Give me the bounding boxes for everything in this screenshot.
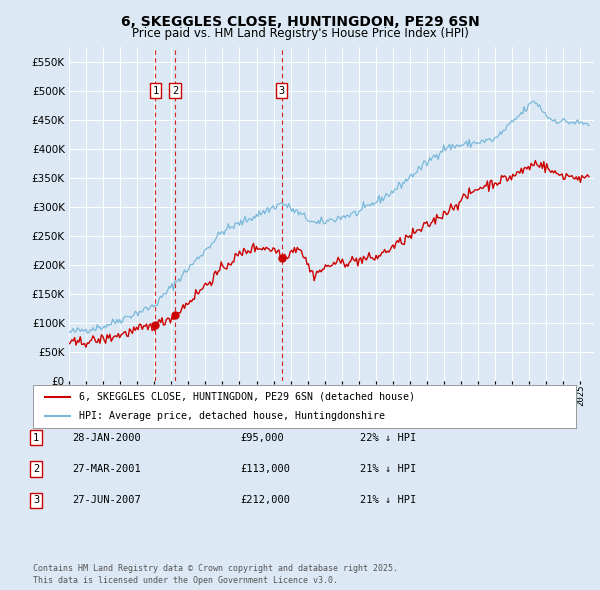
- Text: 6, SKEGGLES CLOSE, HUNTINGDON, PE29 6SN (detached house): 6, SKEGGLES CLOSE, HUNTINGDON, PE29 6SN …: [79, 392, 415, 402]
- Text: 22% ↓ HPI: 22% ↓ HPI: [360, 433, 416, 442]
- Text: 1: 1: [33, 433, 39, 442]
- Text: Contains HM Land Registry data © Crown copyright and database right 2025.
This d: Contains HM Land Registry data © Crown c…: [33, 565, 398, 585]
- Text: 1: 1: [152, 86, 158, 96]
- Text: 27-MAR-2001: 27-MAR-2001: [72, 464, 141, 474]
- Text: 21% ↓ HPI: 21% ↓ HPI: [360, 464, 416, 474]
- Text: 2: 2: [33, 464, 39, 474]
- Text: 3: 3: [33, 496, 39, 505]
- Text: 27-JUN-2007: 27-JUN-2007: [72, 496, 141, 505]
- Text: £95,000: £95,000: [240, 433, 284, 442]
- Text: 2: 2: [172, 86, 178, 96]
- Text: HPI: Average price, detached house, Huntingdonshire: HPI: Average price, detached house, Hunt…: [79, 411, 385, 421]
- Text: 21% ↓ HPI: 21% ↓ HPI: [360, 496, 416, 505]
- Text: 6, SKEGGLES CLOSE, HUNTINGDON, PE29 6SN: 6, SKEGGLES CLOSE, HUNTINGDON, PE29 6SN: [121, 15, 479, 29]
- Text: £113,000: £113,000: [240, 464, 290, 474]
- Text: Price paid vs. HM Land Registry's House Price Index (HPI): Price paid vs. HM Land Registry's House …: [131, 27, 469, 40]
- Text: £212,000: £212,000: [240, 496, 290, 505]
- Text: 28-JAN-2000: 28-JAN-2000: [72, 433, 141, 442]
- Text: 3: 3: [278, 86, 285, 96]
